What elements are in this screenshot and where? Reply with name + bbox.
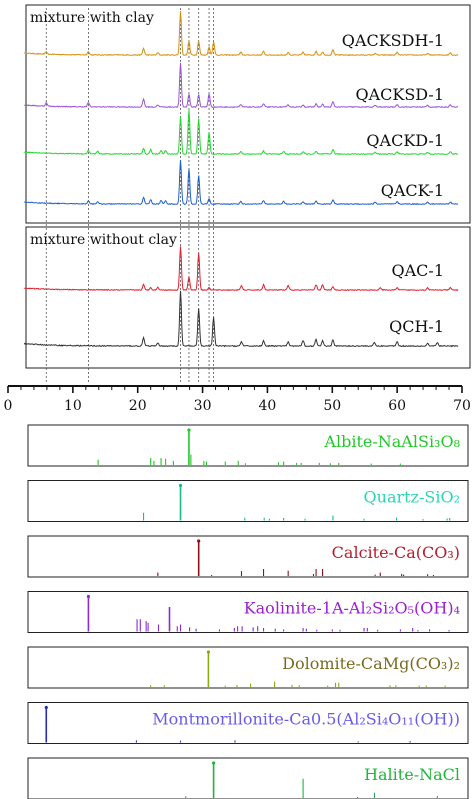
reference-label: Albite-NaAlSi₃O₈ — [323, 432, 460, 451]
reference-montmorillonite: Montmorillonite-Ca0.5(Al₂Si₄O₁₁(OH)) — [27, 702, 469, 744]
xrd-trace-qacksdh-1 — [23, 11, 459, 57]
reference-formula: Ca(CO₃) — [394, 543, 460, 562]
reference-separator: - — [414, 765, 419, 784]
series-label-qackd: QACKD-1 — [366, 131, 444, 150]
reference-frame — [27, 424, 469, 467]
xrd-traces — [23, 11, 459, 348]
reference-frame — [27, 591, 469, 633]
reference-formula: NaCl — [419, 765, 460, 784]
xrd-trace-qch-1 — [23, 290, 459, 348]
reference-mineral-name: Montmorillonite — [152, 710, 284, 729]
panel-title-with-clay: mixture with clay — [30, 10, 154, 26]
reference-mineral-name: Halite — [364, 765, 414, 784]
reference-label: Calcite-Ca(CO₃) — [332, 543, 460, 562]
x-tick-label: 20 — [129, 398, 147, 414]
reference-peak-marker — [86, 594, 91, 599]
series-label-qac: QAC-1 — [392, 261, 445, 280]
reference-frame — [27, 757, 469, 799]
xrd-trace-qack-1 — [24, 159, 459, 206]
reference-label: Kaolinite-1A-Al₂Si₂O₅(OH)₄ — [244, 599, 460, 618]
reference-frame — [27, 646, 469, 689]
dashed-guide-lines — [45, 8, 214, 384]
series-label-qacksd: QACKSD-1 — [355, 85, 444, 104]
panel-title-without-clay: mixture without clay — [30, 232, 177, 248]
panel-without-clay-frame — [25, 226, 471, 369]
x-tick-label: 50 — [323, 398, 341, 414]
reference-peak-marker — [178, 483, 183, 488]
reference-peak-marker — [197, 539, 201, 543]
reference-formula: Ca0.5(Al₂Si₄O₁₁(OH)) — [289, 710, 460, 729]
reference-mineral-name: Albite — [323, 432, 372, 451]
x-tick-label: 70 — [453, 398, 471, 414]
reference-peak-marker — [44, 705, 48, 710]
reference-separator: - — [356, 654, 361, 673]
reference-mineral-name: Quartz — [364, 488, 419, 507]
panel-with-clay-frame — [25, 4, 471, 224]
reference-calcite: Calcite-Ca(CO₃) — [27, 535, 469, 578]
reference-separator: - — [419, 488, 424, 507]
x-tick-label: 0 — [4, 398, 13, 414]
reference-separator: - — [284, 710, 289, 729]
reference-peak-marker — [206, 650, 211, 654]
reference-quartz: Quartz-SiO₂ — [27, 480, 469, 522]
reference-formula: SiO₂ — [424, 488, 460, 507]
series-label-qacksdh: QACKSDH-1 — [342, 31, 444, 50]
reference-formula: Al₂Si₂O₅(OH)₄ — [348, 599, 460, 618]
reference-dolomite: Dolomite-CaMg(CO₃)₂ — [27, 646, 469, 689]
reference-frame — [27, 702, 469, 744]
reference-mineral-name: Calcite — [332, 543, 389, 562]
reference-separator: - — [389, 543, 394, 562]
reference-label: Quartz-SiO₂ — [364, 488, 460, 507]
series-label-qch: QCH-1 — [389, 317, 444, 336]
xrd-trace-qackd-1 — [24, 109, 459, 156]
reference-peak-marker — [211, 761, 216, 765]
reference-formula: NaAlSi₃O₈ — [378, 432, 460, 451]
reference-label: Dolomite-CaMg(CO₃)₂ — [282, 654, 460, 673]
reference-separator: - — [344, 599, 349, 618]
x-tick-label: 60 — [388, 398, 406, 414]
reference-label: Montmorillonite-Ca0.5(Al₂Si₄O₁₁(OH)) — [152, 710, 460, 729]
x-tick-label: 40 — [259, 398, 277, 414]
x-tick-label: 10 — [64, 398, 82, 414]
reference-albite: Albite-NaAlSi₃O₈ — [27, 424, 469, 467]
xrd-trace-qacksd-1 — [24, 62, 459, 109]
reference-mineral-name: Kaolinite-1A — [244, 599, 344, 618]
reference-kaolinite-1a: Kaolinite-1A-Al₂Si₂O₅(OH)₄ — [27, 591, 469, 633]
reference-label: Halite-NaCl — [364, 765, 460, 784]
x-axis: 0 10 20 30 40 50 60 70 — [4, 385, 471, 414]
xrd-trace-qac-1 — [23, 246, 459, 292]
reference-frame — [27, 535, 469, 578]
reference-frame — [27, 480, 469, 522]
reference-formula: CaMg(CO₃)₂ — [361, 654, 460, 673]
reference-peak-marker — [187, 428, 191, 432]
reference-separator: - — [372, 432, 377, 451]
series-label-qack: QACK-1 — [381, 181, 444, 200]
x-tick-label: 30 — [194, 398, 212, 414]
reference-mineral-name: Dolomite — [282, 654, 355, 673]
reference-halite: Halite-NaCl — [27, 757, 469, 799]
reference-patterns: Albite-NaAlSi₃O₈Quartz-SiO₂Calcite-Ca(CO… — [27, 424, 469, 799]
